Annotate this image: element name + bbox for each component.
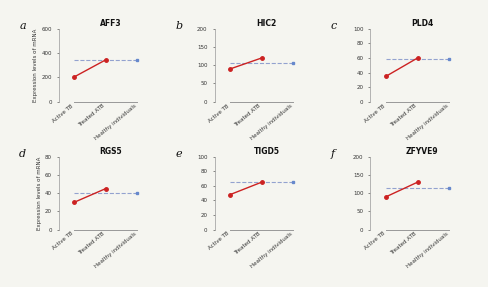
Text: f: f (330, 149, 334, 159)
Text: a: a (19, 22, 26, 31)
Text: e: e (175, 149, 182, 159)
Text: b: b (175, 22, 182, 31)
Y-axis label: Expression levels of mRNA: Expression levels of mRNA (37, 156, 42, 230)
Title: PLD4: PLD4 (410, 19, 433, 28)
Title: TIGD5: TIGD5 (253, 147, 279, 156)
Text: c: c (330, 22, 337, 31)
Y-axis label: Expression levels of mRNA: Expression levels of mRNA (33, 28, 39, 102)
Text: d: d (19, 149, 26, 159)
Title: ZFYVE9: ZFYVE9 (405, 147, 438, 156)
Title: AFF3: AFF3 (100, 19, 121, 28)
Title: RGS5: RGS5 (99, 147, 122, 156)
Title: HIC2: HIC2 (256, 19, 276, 28)
